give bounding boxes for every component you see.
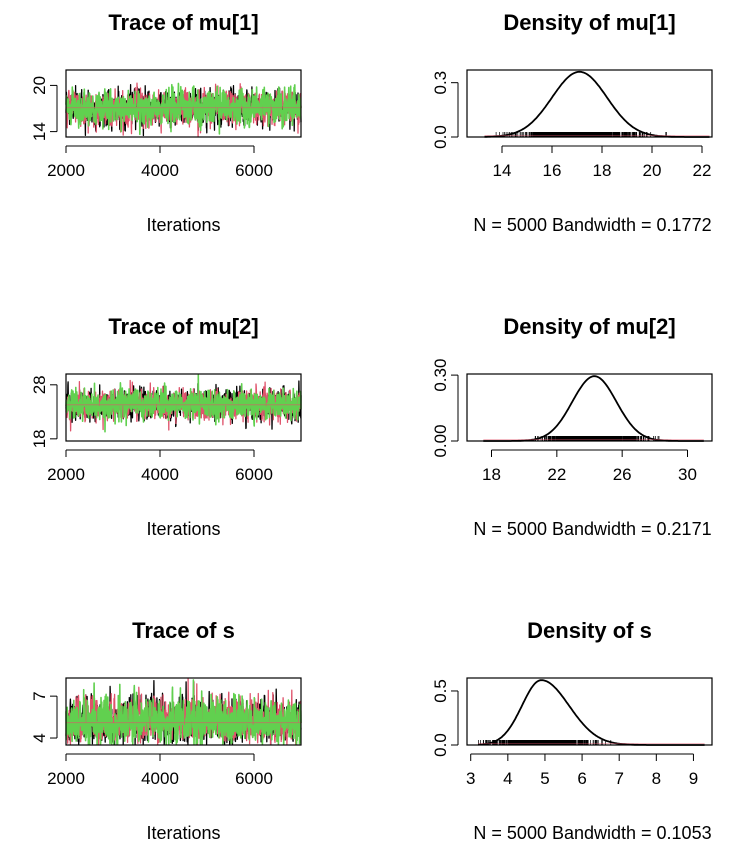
x-tick-label: 4000 — [141, 465, 179, 484]
x-tick-label: 4000 — [141, 161, 179, 180]
x-tick-label: 7 — [614, 769, 623, 788]
plot-frame — [466, 373, 713, 442]
x-tick-label: 4000 — [141, 769, 179, 788]
plot-area — [65, 82, 302, 138]
x-tick-label: 18 — [593, 161, 612, 180]
x-tick-label: 4 — [503, 769, 512, 788]
x-tick-label: 6000 — [235, 465, 273, 484]
plot-area — [65, 374, 302, 433]
chain-3-trace — [65, 82, 302, 136]
x-tick-label: 2000 — [47, 769, 85, 788]
plot-frame — [466, 677, 713, 746]
y-tick-label: 0.3 — [431, 71, 450, 95]
trace-panel-2: Trace of mu[2] 2000 4000 6000 18 28 Iterations — [30, 314, 302, 539]
density-curve — [483, 375, 704, 442]
rug-marks — [478, 740, 612, 745]
x-tick-label: 6000 — [235, 769, 273, 788]
y-tick-label: 18 — [30, 429, 49, 448]
x-axis-label: Iterations — [146, 823, 220, 843]
plot-frame — [466, 69, 713, 138]
panel-title: Density of mu[2] — [503, 314, 675, 339]
y-tick-label: 0.30 — [431, 359, 450, 392]
panel-title: Density of s — [527, 618, 652, 643]
x-axis-label: N = 5000 Bandwidth = 0.1772 — [473, 215, 711, 235]
x-tick-label: 30 — [678, 465, 697, 484]
x-axis-label: Iterations — [146, 519, 220, 539]
rug-marks — [495, 132, 667, 137]
density-curve — [478, 679, 705, 746]
plot-frame — [65, 677, 302, 746]
y-tick-label: 0.0 — [431, 733, 450, 757]
y-tick-label: 4 — [30, 733, 49, 742]
y-tick-label: 0.5 — [431, 679, 450, 703]
x-tick-label: 16 — [543, 161, 562, 180]
y-tick-label: 0.00 — [431, 424, 450, 457]
y-tick-label: 28 — [30, 375, 49, 394]
y-tick-label: 20 — [30, 76, 49, 95]
density-curve — [484, 70, 710, 138]
x-axis-label: N = 5000 Bandwidth = 0.2171 — [473, 519, 711, 539]
x-tick-label: 22 — [693, 161, 712, 180]
x-tick-label: 26 — [613, 465, 632, 484]
panel-title: Trace of s — [132, 618, 235, 643]
plot-frame — [65, 69, 302, 138]
y-tick-label: 14 — [30, 122, 49, 141]
x-tick-label: 6 — [577, 769, 586, 788]
rug-marks — [534, 436, 660, 441]
density-panel-1: Density of mu[1] 14 16 18 20 22 0.0 0.3 N = 5000… — [431, 10, 713, 235]
plot-area — [65, 678, 302, 746]
trace-panel-3: Trace of s 2000 4000 6000 4 7 Iterations — [30, 618, 302, 843]
panel-title: Density of mu[1] — [503, 10, 675, 35]
density-panel-2: Density of mu[2] 18 22 26 30 0.00 0.30 N = 5000… — [431, 314, 713, 539]
x-axis-label: N = 5000 Bandwidth = 0.1053 — [473, 823, 711, 843]
x-axis-label: Iterations — [146, 215, 220, 235]
panel-title: Trace of mu[1] — [108, 10, 258, 35]
x-tick-label: 9 — [689, 769, 698, 788]
x-tick-label: 2000 — [47, 161, 85, 180]
x-tick-label: 20 — [643, 161, 662, 180]
y-tick-label: 7 — [30, 691, 49, 700]
y-tick-label: 0.0 — [431, 125, 450, 149]
plot-area — [483, 375, 704, 442]
plot-frame — [65, 373, 302, 442]
x-tick-label: 3 — [466, 769, 475, 788]
x-tick-label: 2000 — [47, 465, 85, 484]
x-tick-label: 6000 — [235, 161, 273, 180]
plot-area — [484, 70, 710, 138]
trace-panel-1: Trace of mu[1] 2000 4000 6000 14 20 Iterations — [30, 10, 302, 235]
x-tick-label: 22 — [547, 465, 566, 484]
chain-3-trace — [65, 374, 302, 433]
chain-3-trace — [65, 679, 302, 746]
plot-area — [478, 679, 705, 746]
panel-title: Trace of mu[2] — [108, 314, 258, 339]
x-tick-label: 8 — [652, 769, 661, 788]
x-tick-label: 14 — [493, 161, 512, 180]
x-tick-label: 18 — [482, 465, 501, 484]
density-panel-3: Density of s 3 4 5 6 7 8 9 0.0 0.5 N = 5000 Bandwi… — [431, 618, 713, 843]
x-tick-label: 5 — [540, 769, 549, 788]
